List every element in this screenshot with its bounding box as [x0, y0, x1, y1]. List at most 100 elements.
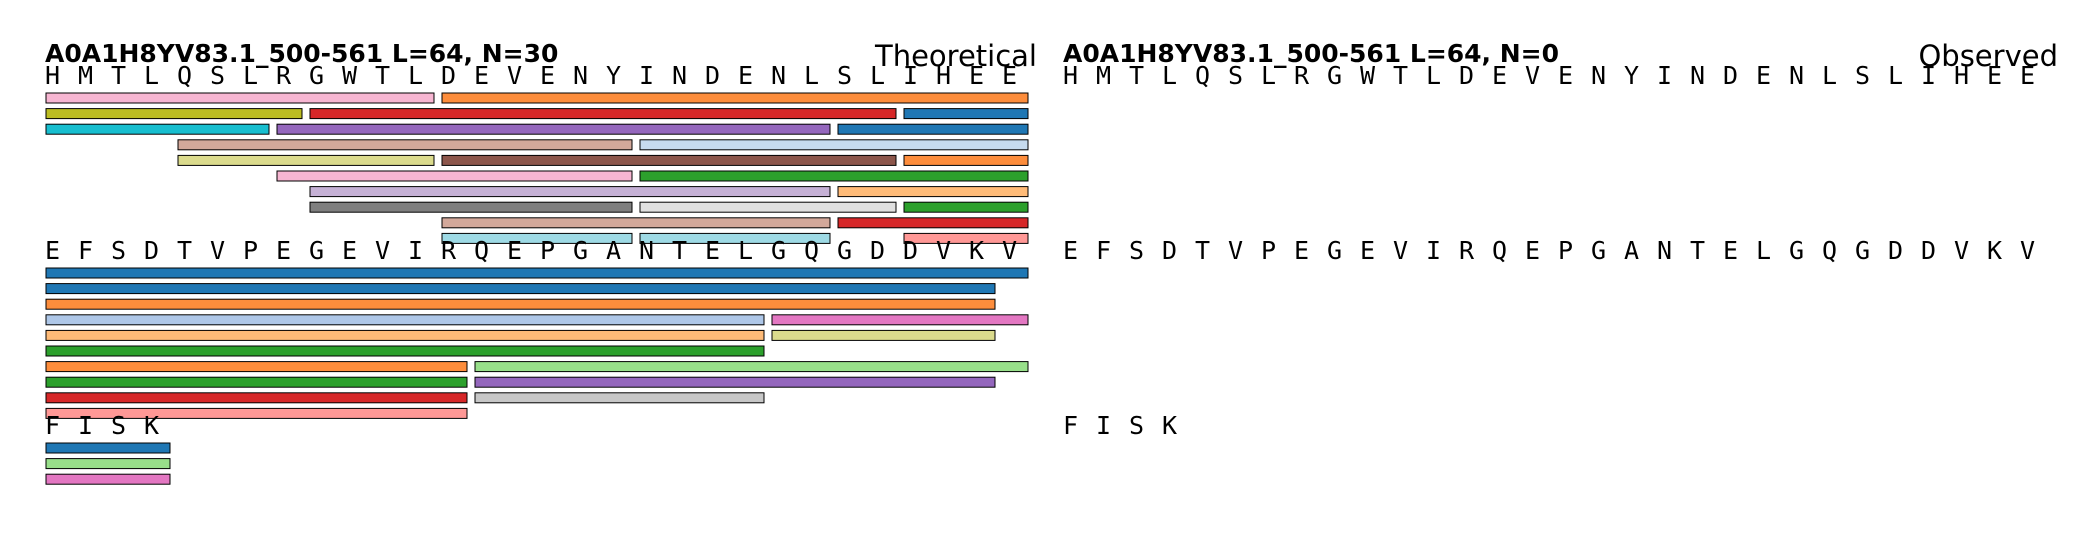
- residue-q: Q: [474, 236, 489, 265]
- residue-p: P: [1261, 236, 1276, 265]
- residue-q: Q: [804, 236, 819, 265]
- peptide-bar: [45, 458, 171, 470]
- residue-e: E: [2020, 61, 2035, 90]
- residue-d: D: [1162, 236, 1177, 265]
- residue-e: E: [1360, 236, 1375, 265]
- peptide-bar: [771, 329, 996, 341]
- residue-d: D: [1459, 61, 1474, 90]
- residue-f: F: [1063, 411, 1078, 440]
- residue-e: E: [1002, 61, 1017, 90]
- residue-e: E: [1987, 61, 2002, 90]
- residue-h: H: [1954, 61, 1969, 90]
- residue-d: D: [705, 61, 720, 90]
- residue-r: R: [276, 61, 292, 90]
- observed-title: A0A1H8YV83.1_500-561 L=64, N=0: [1063, 39, 1559, 68]
- residue-e: E: [1756, 61, 1771, 90]
- peptide-bar: [177, 139, 633, 151]
- peptide-bar: [639, 139, 1029, 151]
- residue-l: L: [1426, 61, 1441, 90]
- residue-t: T: [672, 236, 687, 265]
- residue-e: E: [276, 236, 291, 265]
- residue-q: Q: [1492, 236, 1507, 265]
- residue-t: T: [375, 61, 390, 90]
- residue-t: T: [177, 236, 192, 265]
- residue-l: L: [408, 61, 423, 90]
- residue-d: D: [1921, 236, 1936, 265]
- residue-v: V: [1525, 61, 1540, 90]
- peptide-bar: [639, 170, 1029, 182]
- residue-e: E: [474, 61, 489, 90]
- residue-p: P: [1558, 236, 1573, 265]
- residue-n: N: [639, 236, 654, 265]
- residue-s: S: [111, 411, 126, 440]
- residue-i: I: [78, 411, 93, 440]
- residue-e: E: [540, 61, 555, 90]
- theoretical-title: A0A1H8YV83.1_500-561 L=64, N=30: [45, 39, 558, 68]
- theoretical-label: Theoretical: [874, 39, 1037, 73]
- residue-t: T: [111, 61, 126, 90]
- residue-g: G: [573, 236, 588, 265]
- residue-q: Q: [1822, 236, 1837, 265]
- residue-e: E: [45, 236, 60, 265]
- peptide-bar: [45, 361, 468, 373]
- residue-l: L: [1756, 236, 1771, 265]
- residue-l: L: [1888, 61, 1903, 90]
- residue-d: D: [903, 236, 918, 265]
- residue-e: E: [1558, 61, 1573, 90]
- peptide-bar: [474, 376, 996, 388]
- residue-w: W: [1360, 61, 1376, 90]
- observed-label: Observed: [1918, 39, 2058, 73]
- theoretical-blocks: H M T L Q S L R G W T L D E V E N Y I N D E N L S L I H E EE F S D T V P E G E…: [45, 61, 1029, 485]
- residue-n: N: [672, 61, 687, 90]
- residue-s: S: [837, 61, 852, 90]
- peptide-bar: [276, 170, 633, 182]
- peptide-bar: [441, 217, 831, 229]
- residue-s: S: [1855, 61, 1870, 90]
- residue-n: N: [771, 61, 786, 90]
- residue-s: S: [1228, 61, 1243, 90]
- residue-a: A: [1624, 236, 1639, 265]
- peptide-bar: [45, 473, 171, 485]
- peptide-bar: [441, 154, 897, 166]
- residue-s: S: [1129, 411, 1144, 440]
- residue-e: E: [1723, 236, 1738, 265]
- residue-e: E: [1525, 236, 1540, 265]
- residue-q: Q: [1195, 61, 1210, 90]
- residue-d: D: [441, 61, 456, 90]
- residue-l: L: [804, 61, 819, 90]
- residue-e: E: [969, 61, 984, 90]
- peptide-bar: [45, 283, 996, 295]
- residue-l: L: [738, 236, 753, 265]
- peptide-bar: [837, 217, 1029, 229]
- residue-t: T: [1690, 236, 1705, 265]
- residue-g: G: [1855, 236, 1870, 265]
- peptide-bar: [474, 361, 1029, 373]
- residue-a: A: [606, 236, 621, 265]
- residue-d: D: [144, 236, 159, 265]
- peptide-bar: [837, 186, 1029, 198]
- residue-v: V: [1002, 236, 1017, 265]
- residue-g: G: [1789, 236, 1804, 265]
- residue-p: P: [540, 236, 555, 265]
- residue-l: L: [1261, 61, 1276, 90]
- peptide-bar: [45, 345, 765, 357]
- residue-g: G: [837, 236, 852, 265]
- residue-t: T: [1129, 61, 1144, 90]
- residue-i: I: [639, 61, 654, 90]
- residue-g: G: [309, 236, 324, 265]
- peptide-bar: [903, 154, 1029, 166]
- residue-i: I: [1921, 61, 1936, 90]
- peptide-bar: [639, 232, 831, 244]
- residue-h: H: [1063, 61, 1078, 90]
- peptide-bar: [441, 92, 1029, 104]
- residue-f: F: [78, 236, 93, 265]
- residue-g: G: [771, 236, 786, 265]
- residue-s: S: [210, 61, 225, 90]
- peptide-bar: [309, 186, 831, 198]
- residue-e: E: [1294, 236, 1309, 265]
- residue-i: I: [408, 236, 423, 265]
- residue-g: G: [309, 61, 324, 90]
- residue-h: H: [936, 61, 951, 90]
- residue-d: D: [1888, 236, 1903, 265]
